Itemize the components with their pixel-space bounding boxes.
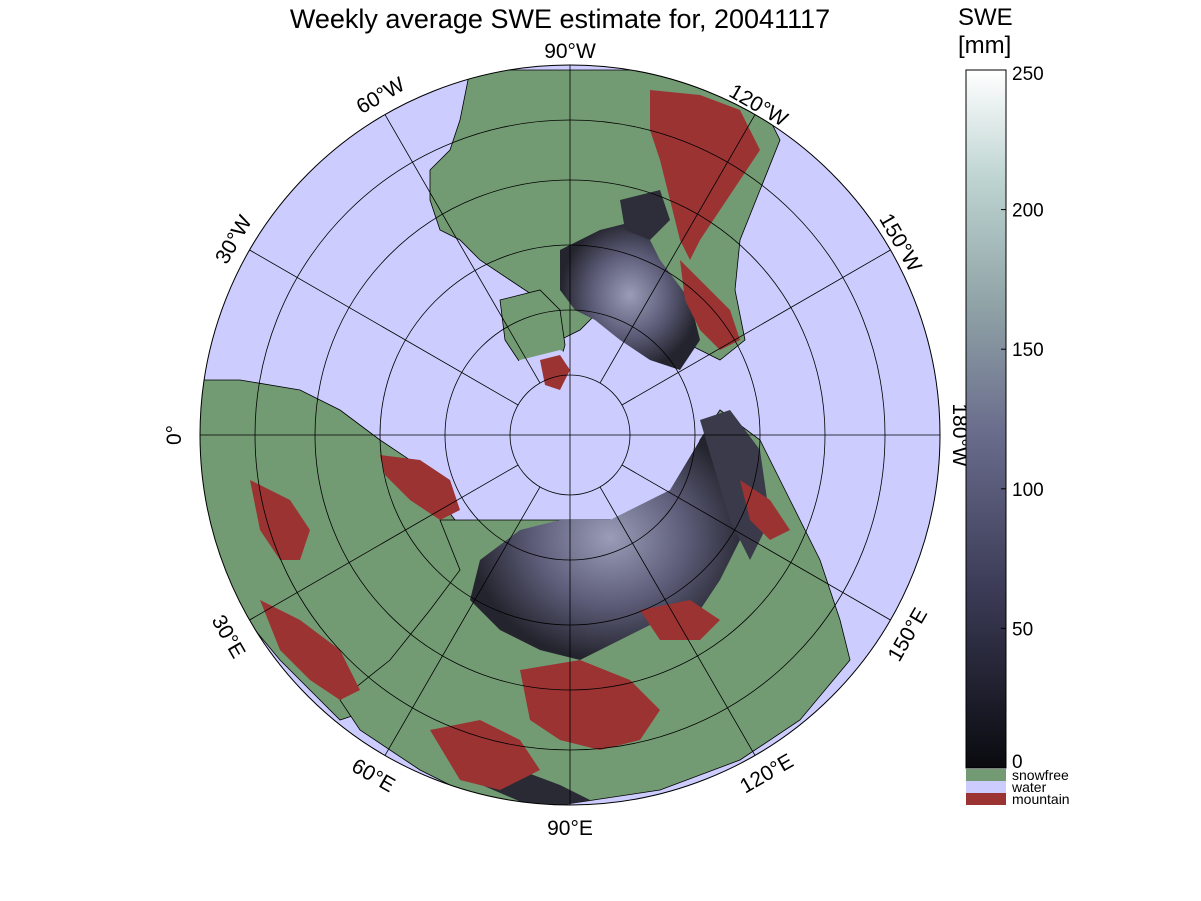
meridian-line [384,114,541,384]
snow-north-america-west [620,190,670,240]
meridian-lines [200,65,940,805]
colorbar-tick-label: 250 [1012,64,1044,85]
colorbar-gradient [965,69,1007,769]
meridian-line [249,464,519,621]
colorbar-tick-label: 150 [1012,340,1044,361]
lon-label-90e: 90°E [547,817,593,840]
colorbar-tick-label: 100 [1012,480,1044,501]
colorbar-title-line2: [mm] [958,32,1012,59]
legend-label: snowfree [1012,767,1069,783]
lon-label-60e: 60°E [348,754,399,797]
colorbar-tick-label: 0 [1012,752,1023,773]
snow-eurasia [470,415,750,660]
legend-swatch [966,769,1006,781]
meridian-line [621,464,891,621]
map-boundary [199,64,941,806]
legend-swatch [966,781,1006,793]
colorbar-tick-label: 50 [1012,619,1033,640]
legend-swatch [966,793,1006,805]
lon-label-0: 0° [163,425,186,445]
lon-label-30e: 30°E [207,611,250,662]
meridian-line [599,486,756,756]
mountain-regions [250,90,790,790]
meridian-line [599,114,756,384]
lon-label-180w: 180°W [948,403,971,466]
lon-label-90w: 90°W [544,40,596,63]
colorbar-ticks: 250 200 150 100 50 0 [1001,64,1044,773]
figure-title: Weekly average SWE estimate for, 2004111… [289,4,831,34]
legend-label: water [1011,779,1047,795]
colorbar-title-line1: SWE [958,4,1013,31]
meridian-line [621,249,891,406]
legend-label: mountain [1012,791,1070,807]
meridian-line [249,249,519,406]
snow-north-america [560,220,700,370]
meridian-line [384,486,541,756]
colorbar-tick-label: 200 [1012,201,1044,222]
